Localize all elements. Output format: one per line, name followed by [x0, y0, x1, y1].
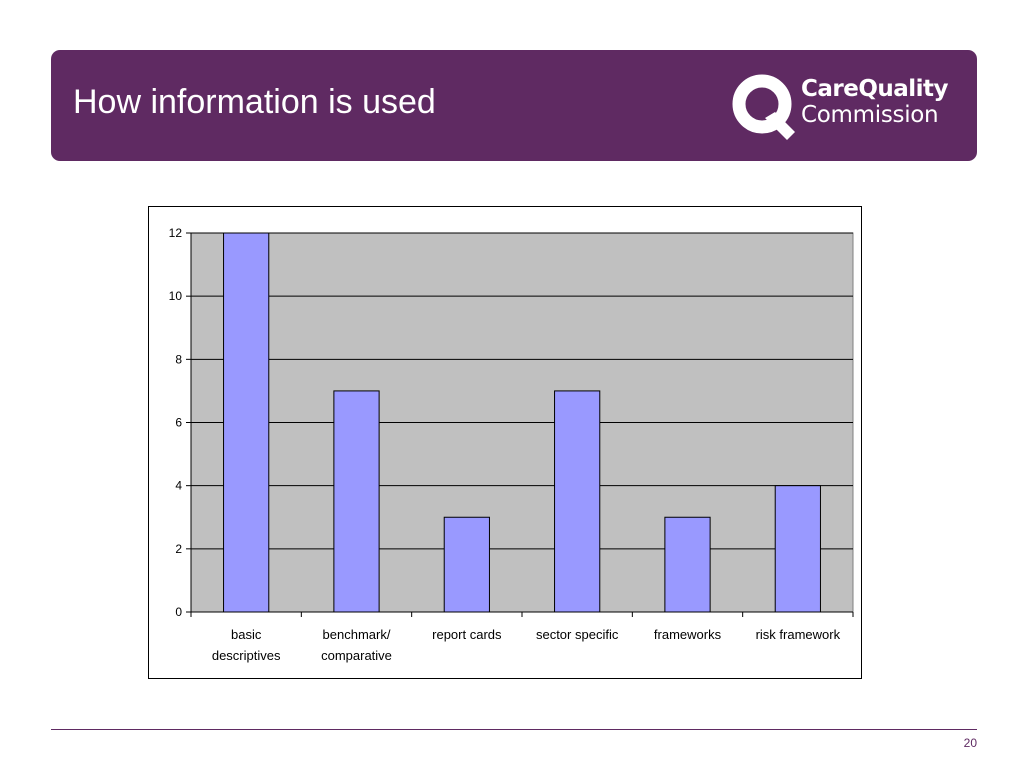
x-tick-label: risk framework — [756, 627, 841, 642]
x-tick-label: report cards — [432, 627, 502, 642]
page-number: 20 — [963, 736, 977, 750]
y-tick-label: 6 — [175, 416, 182, 430]
y-tick-label: 8 — [175, 352, 182, 366]
footer-divider — [51, 729, 977, 730]
bar — [554, 390, 601, 613]
bar — [774, 485, 821, 613]
bar — [664, 516, 711, 613]
bar — [443, 516, 490, 613]
care-quality-commission-logo: CareQuality Commission — [729, 70, 959, 144]
y-tick-label: 2 — [175, 542, 182, 556]
slide-title: How information is used — [73, 83, 436, 121]
x-tick-label: sector specific — [536, 627, 619, 642]
logo-wordmark: CareQuality Commission — [801, 76, 949, 128]
y-tick-label: 12 — [169, 226, 183, 240]
logo-line-1: CareQuality — [801, 76, 949, 102]
x-tick-label-line: basic — [231, 627, 262, 642]
cqc-q-icon — [732, 74, 795, 140]
x-tick-label: basic descriptives — [212, 627, 281, 663]
x-tick-label-line: risk framework — [756, 627, 841, 642]
y-tick-label: 0 — [175, 605, 182, 619]
x-tick-label-line: sector specific — [536, 627, 619, 642]
x-tick-label: frameworks — [654, 627, 722, 642]
y-tick-label: 4 — [175, 479, 182, 493]
x-tick-label-line: benchmark/ — [323, 627, 391, 642]
slide-header: How information is used CareQuality Comm… — [51, 50, 977, 161]
bar-chart: 0 2 4 6 8 10 12 basic descriptives benchmark/comp… — [148, 206, 862, 679]
x-tick-label-line: frameworks — [654, 627, 722, 642]
logo-line-2: Commission — [801, 102, 939, 128]
bar — [333, 390, 380, 613]
x-tick-label-line: comparative — [321, 648, 392, 663]
y-tick-label: 10 — [169, 289, 183, 303]
x-tick-label-line: report cards — [432, 627, 502, 642]
bar-chart-svg: 0 2 4 6 8 10 12 basic descriptives benchmark/comp… — [169, 226, 854, 663]
bar — [223, 232, 270, 613]
x-tick-label-line: descriptives — [212, 648, 281, 663]
x-tick-label: benchmark/comparative — [321, 627, 392, 663]
